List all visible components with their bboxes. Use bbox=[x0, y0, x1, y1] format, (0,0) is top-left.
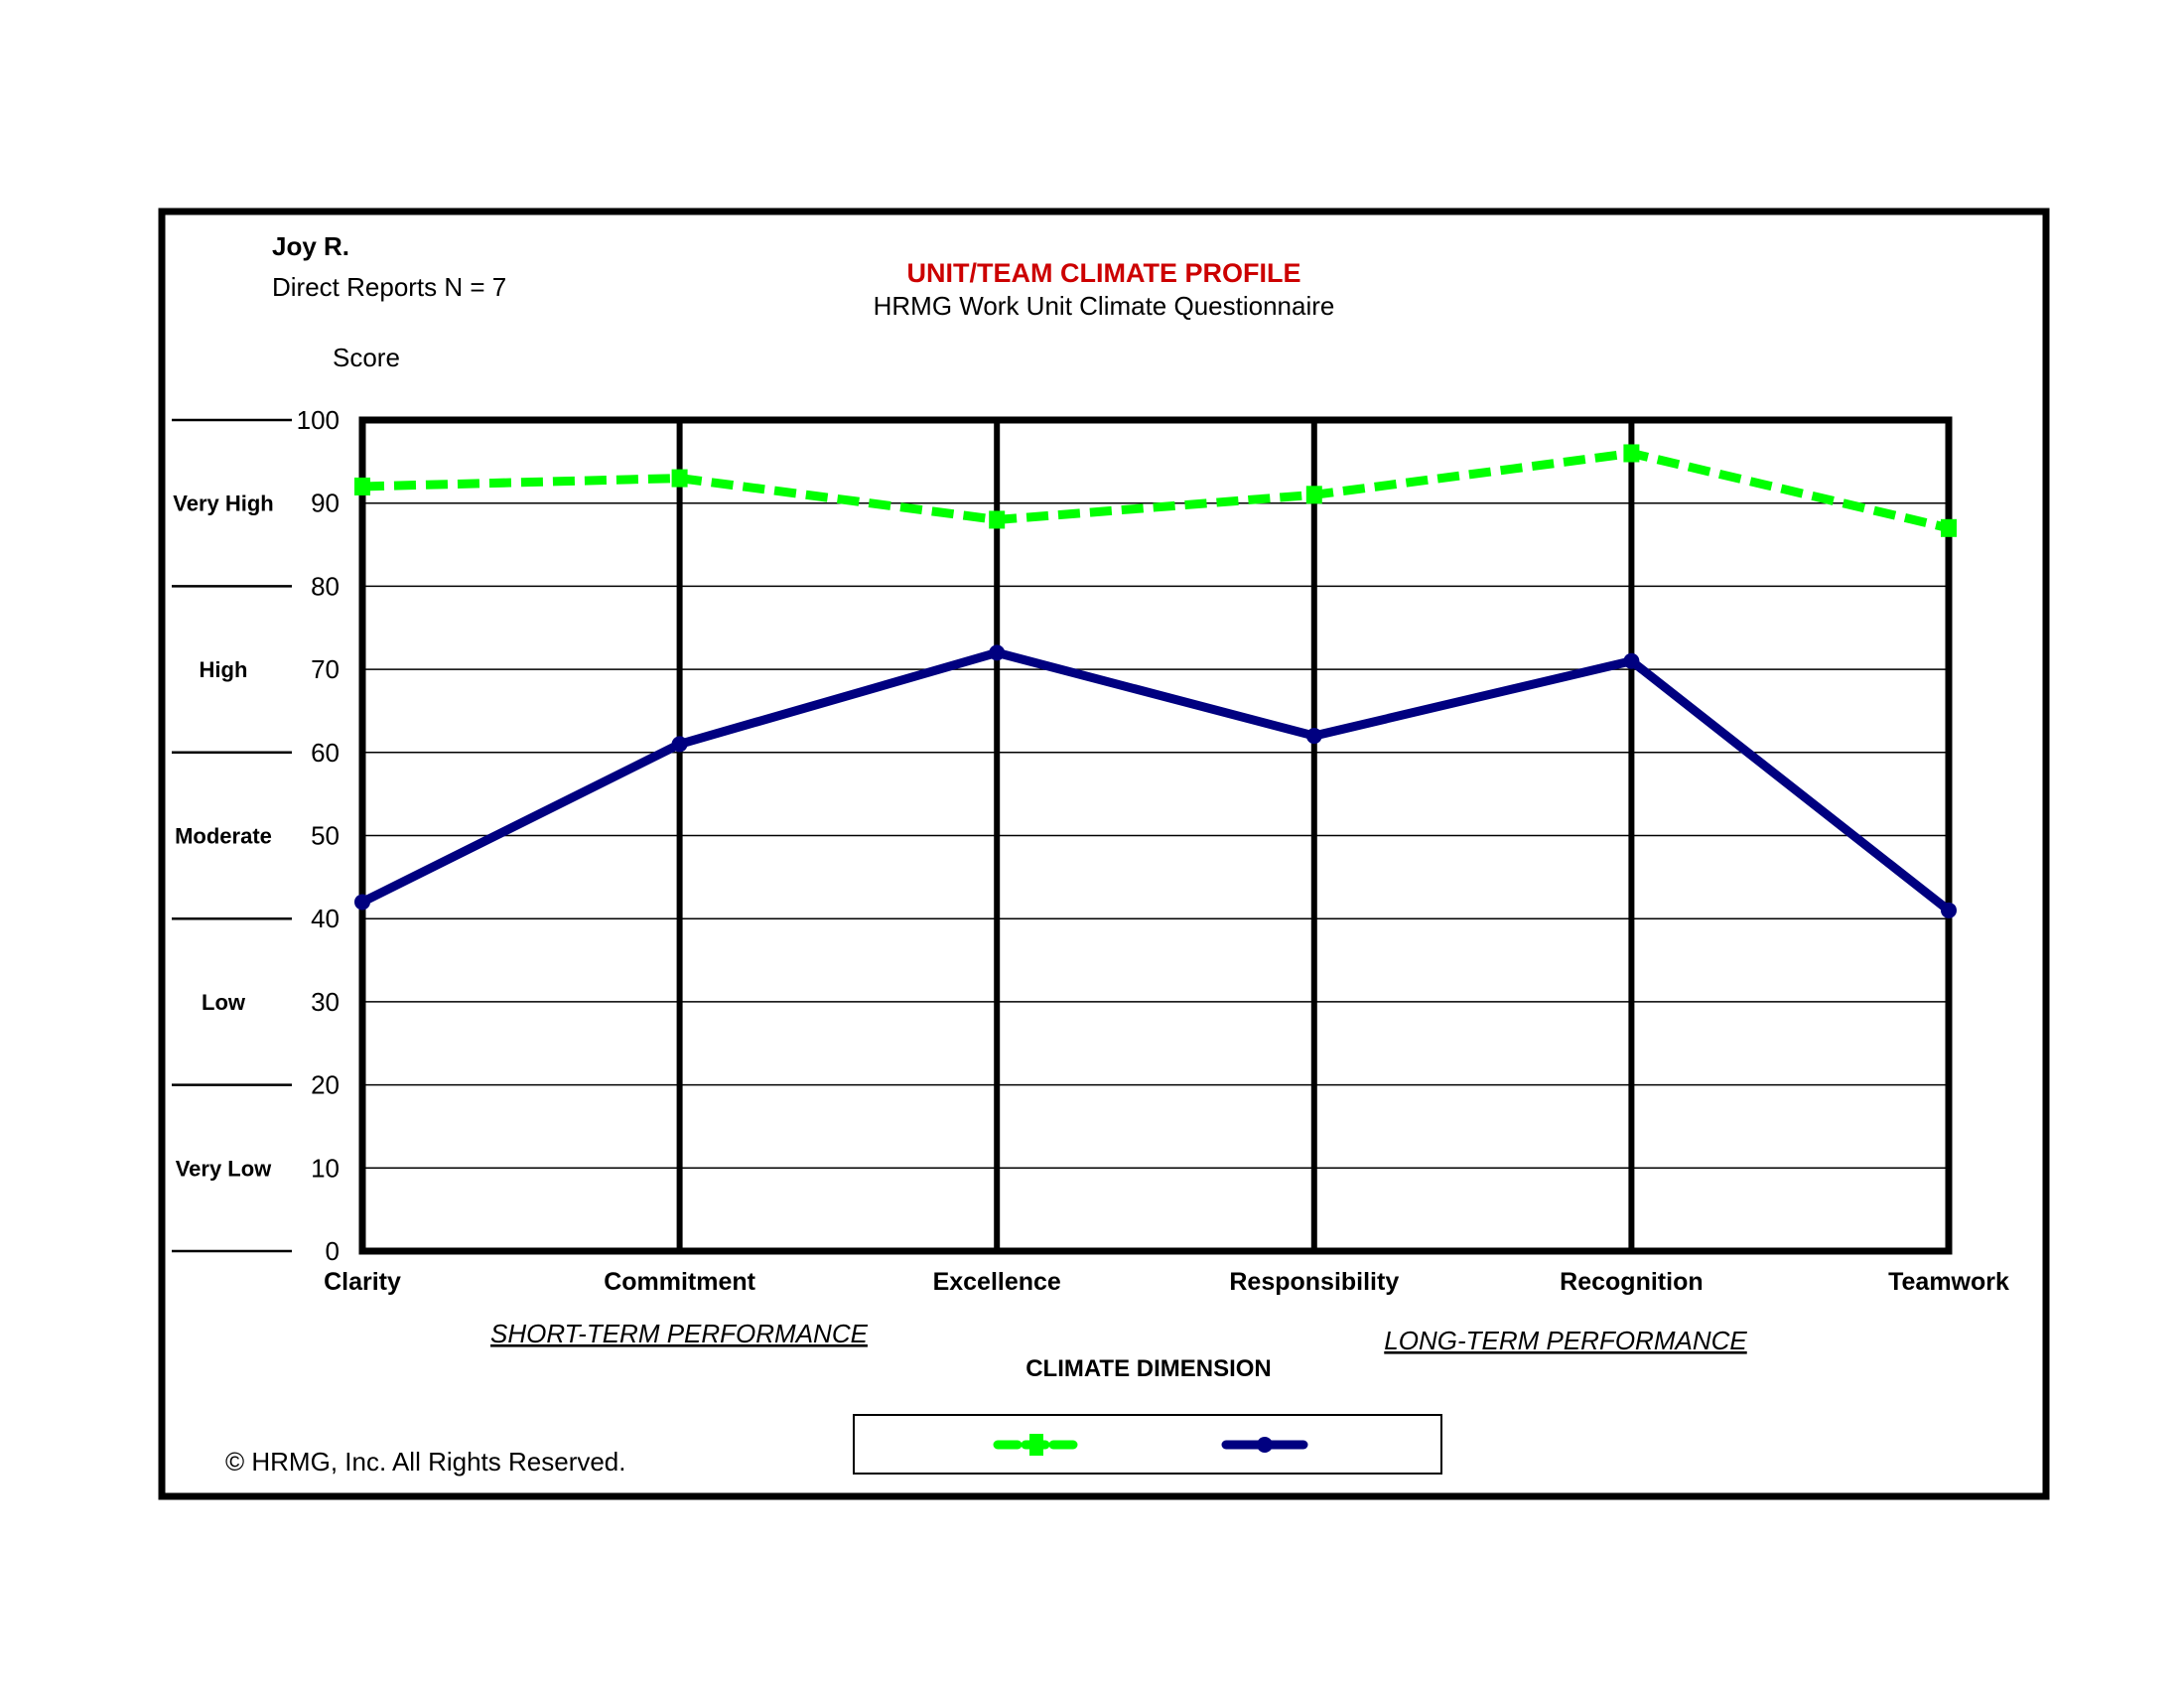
data-point bbox=[1623, 444, 1640, 463]
legend-marker-circle bbox=[1257, 1437, 1273, 1453]
data-point bbox=[354, 477, 370, 495]
y-tick-label: 40 bbox=[311, 904, 340, 933]
data-point bbox=[989, 644, 1006, 661]
band-label: High bbox=[200, 657, 248, 682]
y-tick-label: 90 bbox=[311, 489, 340, 518]
group-label-long-term: LONG-TERM PERFORMANCE bbox=[1384, 1326, 1747, 1355]
data-point bbox=[1941, 518, 1957, 537]
band-label: Very High bbox=[173, 492, 273, 516]
data-point bbox=[1305, 728, 1322, 745]
x-tick-label: Clarity bbox=[324, 1268, 401, 1296]
plot-border bbox=[358, 416, 1953, 1255]
data-point bbox=[671, 469, 688, 488]
y-tick-label: 10 bbox=[311, 1153, 340, 1183]
data-point bbox=[354, 894, 370, 911]
series-line-0 bbox=[361, 448, 1951, 533]
x-tick-label: Responsibility bbox=[1229, 1268, 1399, 1296]
group-label-short-term: SHORT-TERM PERFORMANCE bbox=[490, 1319, 869, 1348]
y-tick-label: 80 bbox=[311, 571, 340, 601]
copyright: © HRMG, Inc. All Rights Reserved. bbox=[225, 1447, 626, 1477]
y-tick-label: 70 bbox=[311, 654, 340, 684]
direct-reports: Direct Reports N = 7 bbox=[272, 272, 506, 302]
y-tick-label: 60 bbox=[311, 738, 340, 768]
data-point bbox=[671, 736, 688, 753]
chart-title: UNIT/TEAM CLIMATE PROFILE bbox=[907, 258, 1301, 288]
data-point bbox=[1941, 902, 1957, 918]
legend-marker-square bbox=[1029, 1434, 1043, 1456]
outer-frame bbox=[158, 208, 2050, 1500]
legend-entry-green bbox=[993, 1434, 1083, 1456]
y-tick-label: 20 bbox=[311, 1070, 340, 1100]
y-tick-label: 50 bbox=[311, 821, 340, 851]
series-line-1 bbox=[359, 647, 1952, 914]
data-point bbox=[1305, 486, 1322, 504]
x-tick-label: Recognition bbox=[1560, 1268, 1703, 1296]
data-point bbox=[1623, 652, 1640, 669]
x-tick-label: Excellence bbox=[933, 1268, 1061, 1296]
legend-entry-navy bbox=[1221, 1437, 1308, 1453]
y-tick-label: 100 bbox=[297, 405, 340, 435]
band-label: Very Low bbox=[176, 1156, 272, 1181]
x-tick-label: Teamwork bbox=[1888, 1268, 2009, 1296]
x-tick-label: Commitment bbox=[604, 1268, 755, 1296]
y-tick-label: 30 bbox=[311, 987, 340, 1017]
person-name: Joy R. bbox=[272, 231, 349, 261]
data-point bbox=[989, 510, 1006, 529]
band-label: Low bbox=[202, 990, 246, 1015]
legend-box bbox=[853, 1414, 1442, 1475]
band-label: Moderate bbox=[175, 824, 272, 849]
y-axis-label: Score bbox=[333, 343, 400, 372]
chart-subtitle: HRMG Work Unit Climate Questionnaire bbox=[874, 291, 1335, 321]
y-tick-label: 0 bbox=[326, 1236, 340, 1266]
x-axis-label: CLIMATE DIMENSION bbox=[1025, 1355, 1272, 1382]
